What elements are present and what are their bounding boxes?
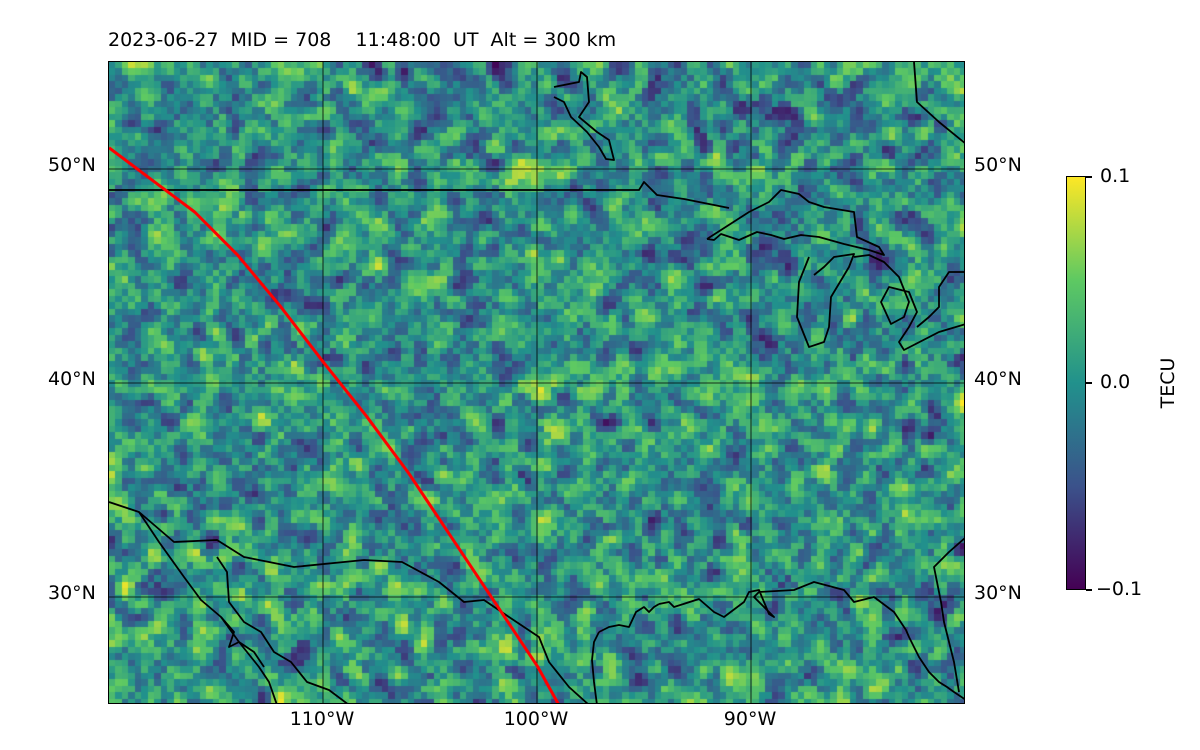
colorbar [1066, 176, 1086, 590]
colorbar-tick-mid [1086, 382, 1092, 384]
labrador-coast [913, 62, 964, 144]
lake-superior [706, 189, 885, 256]
map-overlay [109, 62, 964, 703]
lat-label-left-30: 30°N [48, 582, 96, 604]
lake-huron-erie [853, 254, 964, 351]
baja-inner [216, 556, 348, 703]
east-coast-north [916, 271, 964, 328]
lon-label-110: 110°W [289, 708, 355, 730]
tec-map[interactable] [108, 61, 965, 704]
colorbar-tick-top [1086, 176, 1092, 178]
lat-label-right-50: 50°N [974, 154, 1022, 176]
colorbar-tick-label-zero: 0.0 [1100, 371, 1131, 393]
lon-label-90: 90°W [723, 708, 777, 730]
lat-label-right-40: 40°N [974, 368, 1022, 390]
lat-label-left-50: 50°N [48, 154, 96, 176]
lat-label-right-30: 30°N [974, 582, 1022, 604]
coastlines-borders [109, 62, 964, 703]
us-canada-border [109, 181, 730, 209]
lake-michigan [796, 253, 855, 348]
hudson-bay-coast [553, 71, 615, 161]
gulf-california-coast [220, 616, 265, 668]
lat-label-left-40: 40°N [48, 368, 96, 390]
satellite-track [109, 146, 560, 703]
lon-label-100: 100°W [503, 708, 569, 730]
us-mexico-border [109, 501, 589, 703]
gulf-coast-texas [598, 603, 660, 633]
colorbar-tick-label-max: 0.1 [1100, 165, 1131, 187]
colorbar-tick-bottom [1086, 589, 1092, 591]
map-title: 2023-06-27 MID = 708 11:48:00 UT Alt = 3… [108, 29, 617, 51]
florida-west [933, 537, 964, 693]
colorbar-tick-label-min: −0.1 [1096, 578, 1143, 600]
gridlines [109, 62, 964, 703]
gulf-coast-east [658, 581, 964, 700]
mexico-east-coast [591, 631, 600, 703]
colorbar-title: TECU [1157, 357, 1179, 409]
